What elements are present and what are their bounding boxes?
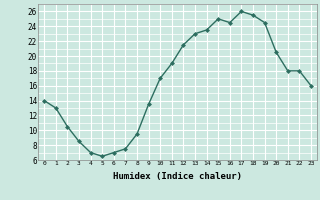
X-axis label: Humidex (Indice chaleur): Humidex (Indice chaleur) (113, 172, 242, 181)
